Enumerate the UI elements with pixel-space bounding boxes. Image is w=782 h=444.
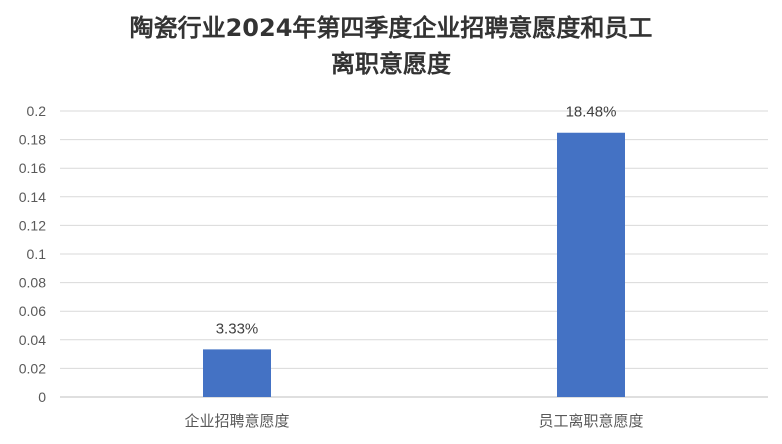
y-tick-label: 0.12: [19, 217, 46, 233]
y-tick-label: 0: [38, 389, 46, 405]
chart-title-line-2: 离职意愿度: [331, 50, 451, 78]
y-tick-label: 0.2: [27, 103, 47, 119]
y-tick-label: 0.04: [19, 332, 46, 348]
y-tick-label: 0.18: [19, 132, 46, 148]
y-tick-label: 0.02: [19, 360, 46, 376]
bar: [203, 349, 271, 397]
y-tick-label: 0.08: [19, 275, 46, 291]
data-label: 18.48%: [566, 104, 617, 121]
data-label: 3.33%: [216, 320, 259, 337]
y-tick-label: 0.14: [19, 189, 46, 205]
y-tick-label: 0.16: [19, 160, 46, 176]
y-tick-label: 0.1: [27, 246, 47, 262]
bar: [557, 132, 625, 397]
chart-title: 陶瓷行业2024年第四季度企业招聘意愿度和员工 离职意愿度: [0, 10, 782, 82]
x-category-label: 员工离职意愿度: [538, 412, 643, 430]
chart-title-line-1: 陶瓷行业2024年第四季度企业招聘意愿度和员工: [129, 14, 653, 42]
x-category-label: 企业招聘意愿度: [184, 412, 289, 430]
y-tick-label: 0.06: [19, 303, 46, 319]
